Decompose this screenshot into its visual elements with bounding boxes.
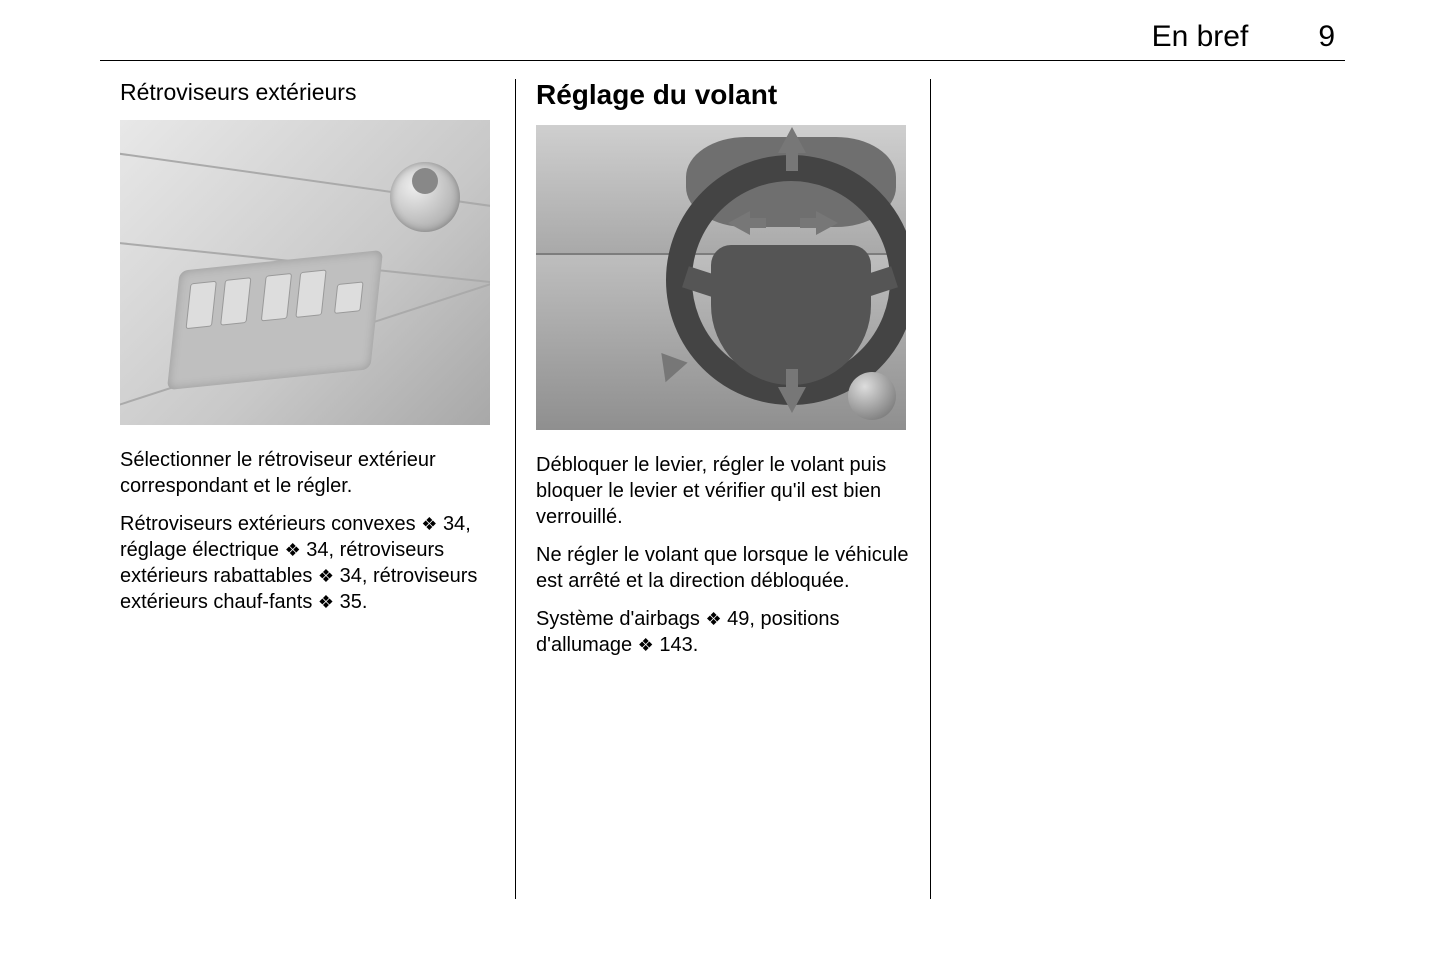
column-1: Rétroviseurs extérieurs Sélec xyxy=(100,79,515,899)
arrow-up-icon xyxy=(778,127,806,153)
section-title: En bref xyxy=(1152,20,1249,54)
page-ref: 35 xyxy=(340,591,362,613)
col2-para-3: Système d'airbags ❖ 49, positions d'allu… xyxy=(536,606,910,658)
text: Système d'airbags xyxy=(536,608,705,630)
mirror-adjust-knob-icon xyxy=(390,162,460,232)
arrow-in-icon xyxy=(728,211,750,235)
arrow-down-icon xyxy=(778,387,806,413)
column-3 xyxy=(930,79,1345,899)
cockpit-illustration xyxy=(536,125,906,430)
manual-page: En bref 9 Rétroviseurs extérieurs xyxy=(0,0,1445,965)
illustration-steering-wheel xyxy=(536,125,906,430)
page-ref: 143 xyxy=(659,634,692,656)
text: . xyxy=(693,634,699,656)
page-header: En bref 9 xyxy=(100,20,1345,61)
switch-icon xyxy=(186,281,217,329)
page-ref: 34 xyxy=(306,539,328,561)
page-ref: 49 xyxy=(727,608,749,630)
text: . xyxy=(362,591,368,613)
col2-para-2: Ne régler le volant que lorsque le véhic… xyxy=(536,542,910,594)
switch-icon xyxy=(334,281,364,314)
ref-icon: ❖ xyxy=(318,565,334,588)
ref-icon: ❖ xyxy=(638,634,654,657)
ref-icon: ❖ xyxy=(318,591,334,614)
col2-para-1: Débloquer le levier, régler le volant pu… xyxy=(536,452,910,530)
switch-icon xyxy=(261,273,292,321)
gear-shifter-icon xyxy=(848,372,896,420)
column-2: Réglage du volant Débloquer xyxy=(515,79,930,899)
col1-para-1: Sélectionner le rétroviseur extérieur co… xyxy=(120,447,495,499)
col1-heading: Rétroviseurs extérieurs xyxy=(120,79,495,106)
page-ref: 34 xyxy=(340,565,362,587)
text: Rétroviseurs extérieurs convexes xyxy=(120,513,421,535)
window-switch-cluster-icon xyxy=(167,250,383,390)
switch-icon xyxy=(295,269,326,317)
col2-heading: Réglage du volant xyxy=(536,79,910,111)
door-panel-illustration xyxy=(120,120,490,425)
page-ref: 34 xyxy=(443,513,465,535)
ref-icon: ❖ xyxy=(421,513,437,536)
switch-icon xyxy=(220,277,251,325)
content-columns: Rétroviseurs extérieurs Sélec xyxy=(100,79,1345,899)
col1-para-2: Rétroviseurs extérieurs convexes ❖ 34, r… xyxy=(120,511,495,615)
page-number: 9 xyxy=(1318,20,1335,54)
arrow-lever-icon xyxy=(652,353,687,387)
arrow-out-icon xyxy=(816,211,838,235)
ref-icon: ❖ xyxy=(705,608,721,631)
illustration-mirror-controls xyxy=(120,120,490,425)
ref-icon: ❖ xyxy=(285,539,301,562)
